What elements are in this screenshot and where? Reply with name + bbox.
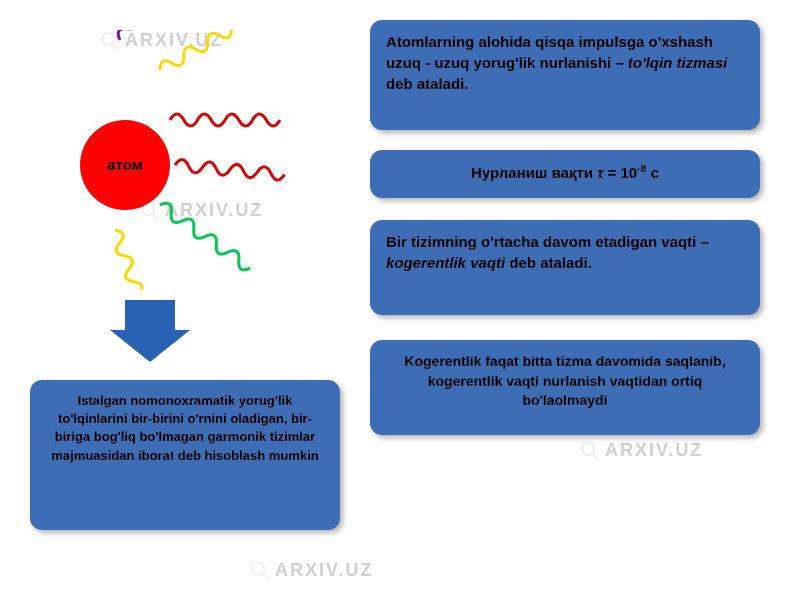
info-box-coherence-constraint: Kogerentlik faqat bitta tizma davomida s… xyxy=(370,340,760,435)
info-box-nonmonochromatic-light: Istalgan nomonoxramatik yorug'lik to'lqi… xyxy=(30,380,340,530)
box4-text: Kogerentlik faqat bitta tizma davomida s… xyxy=(404,353,725,408)
atom-label: атом xyxy=(107,157,143,174)
atom-circle: атом xyxy=(80,120,170,210)
box1-text-c: deb ataladi. xyxy=(386,76,469,93)
box3-text-a: Bir tizimning o'rtacha davom etadigan va… xyxy=(386,234,709,251)
box1-text-b: to'lqin tizmasi xyxy=(628,55,727,72)
box3-text-c: deb ataladi. xyxy=(505,255,592,272)
info-box-radiation-time: Нурланиш вақти τ = 10-8 с xyxy=(370,150,760,198)
box2-text-e: с xyxy=(646,165,659,182)
info-box-wave-train-definition: Atomlarning alohida qisqa impulsga o'xsh… xyxy=(370,20,760,130)
watermark: ARXIV.UZ xyxy=(250,560,373,581)
box5-text: Istalgan nomonoxramatik yorug'lik to'lqi… xyxy=(51,393,318,463)
info-box-coherence-time-definition: Bir tizimning o'rtacha davom etadigan va… xyxy=(370,220,760,315)
box2-text-a: Нурланиш вақти xyxy=(471,165,597,182)
watermark: ARXIV.UZ xyxy=(580,440,703,461)
box2-text-c: = 10 xyxy=(603,165,637,182)
box3-text-b: kogerentlik vaqti xyxy=(386,255,505,272)
arrow-down-icon xyxy=(110,300,190,370)
emission-waves xyxy=(30,30,330,290)
atom-emission-diagram: атом xyxy=(30,30,330,280)
